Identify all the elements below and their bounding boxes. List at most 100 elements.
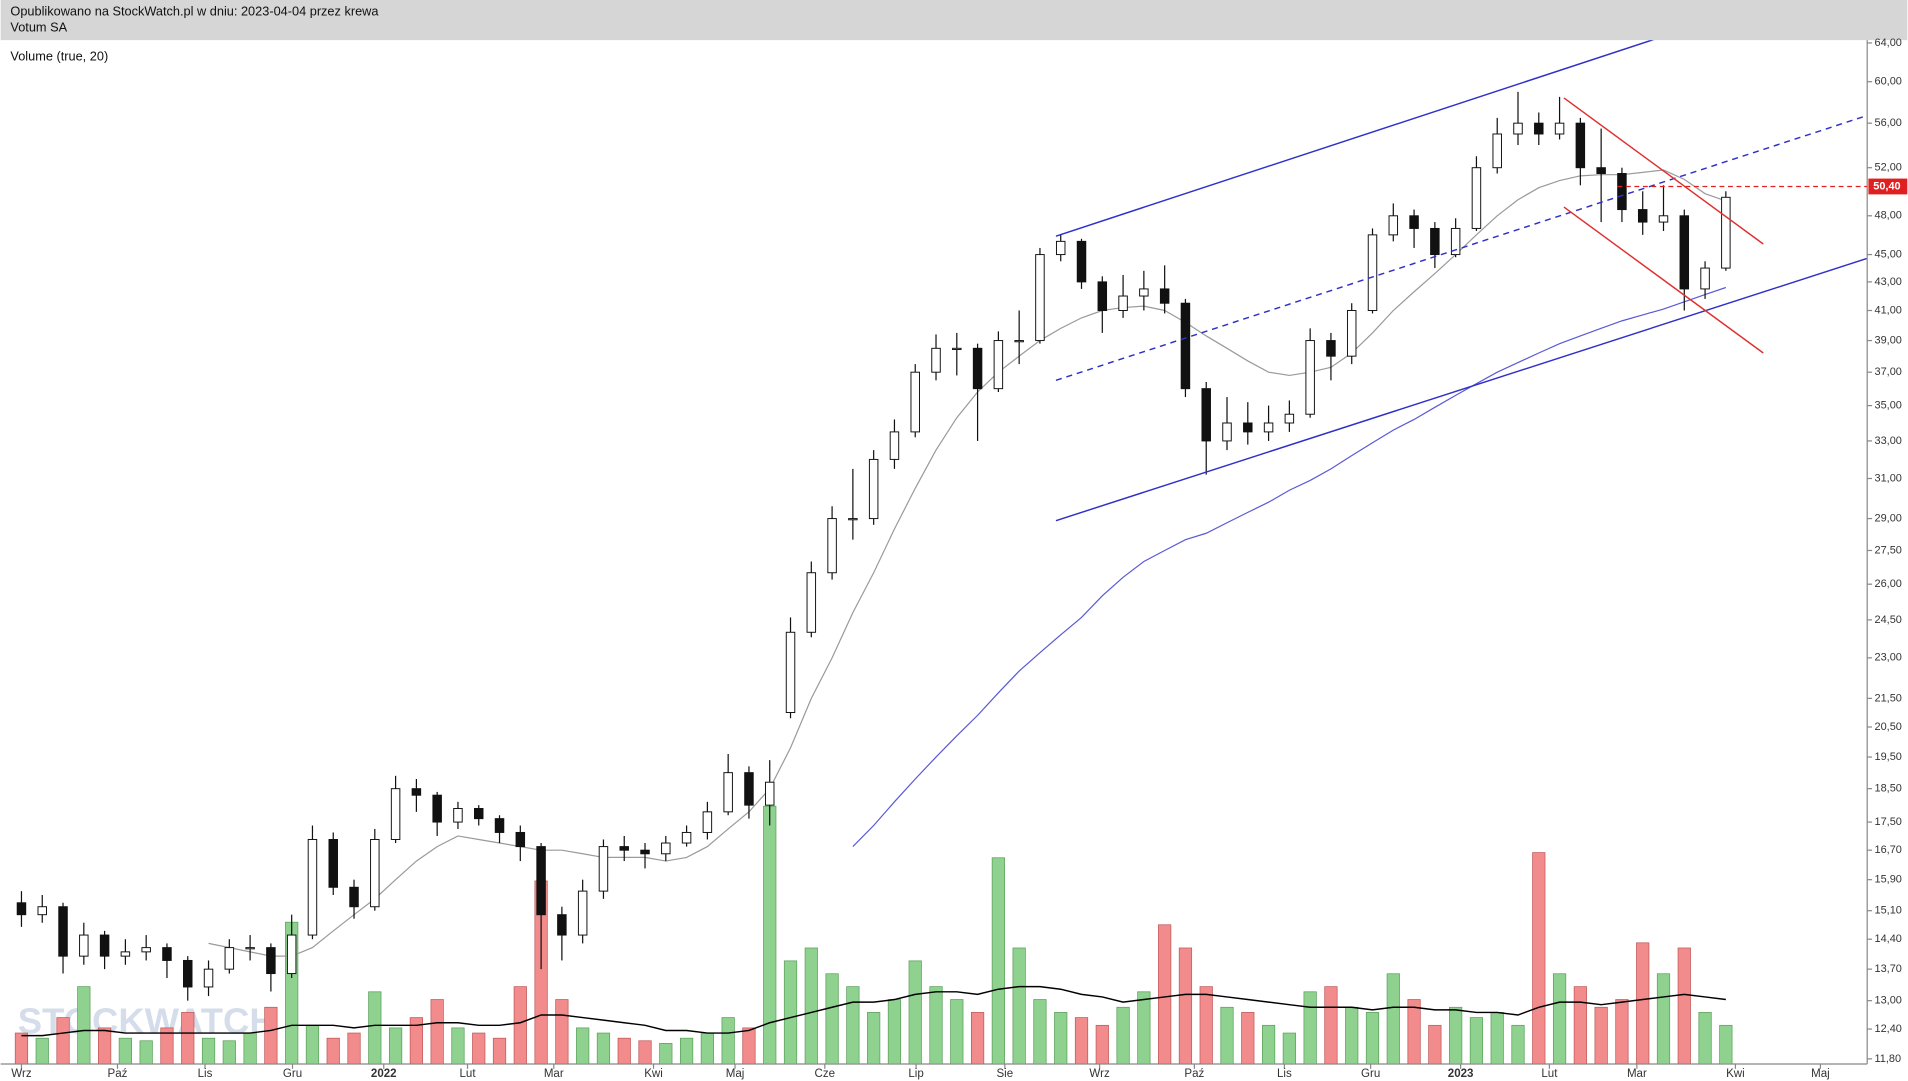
volume-bar xyxy=(388,1027,403,1064)
candle-body xyxy=(1346,310,1357,357)
x-tick-label: Lip xyxy=(908,1068,923,1080)
candle-body xyxy=(868,458,879,520)
candle-body xyxy=(1367,234,1378,311)
candle-body xyxy=(1305,340,1315,415)
y-tick-label: 41,00 xyxy=(1874,304,1901,316)
volume-bar xyxy=(970,1012,985,1064)
volume-bar xyxy=(1054,1012,1068,1064)
candle-body xyxy=(1284,413,1295,424)
volume-bar xyxy=(1428,1024,1442,1064)
y-tick-label: 24,50 xyxy=(1874,614,1901,626)
volume-bar xyxy=(56,1017,70,1064)
candle-body xyxy=(1575,122,1586,169)
candle-body xyxy=(99,934,110,957)
x-tick-label: Maj xyxy=(1811,1068,1830,1080)
y-tick-label: 14,40 xyxy=(1874,933,1901,945)
volume-bar xyxy=(1324,986,1338,1064)
volume-bar xyxy=(991,857,1005,1064)
y-tick-label: 35,00 xyxy=(1874,399,1901,411)
candle-body xyxy=(203,968,214,988)
trendline xyxy=(1055,257,1867,522)
candle-body xyxy=(370,838,380,908)
y-tick-label: 17,50 xyxy=(1874,816,1901,828)
volume-bar xyxy=(492,1037,507,1064)
candle-body xyxy=(1430,227,1440,256)
x-tick-label: Wrz xyxy=(1089,1068,1110,1080)
y-tick-label: 21,50 xyxy=(1874,692,1901,704)
y-tick-label: 18,50 xyxy=(1874,783,1901,795)
y-tick-label: 52,00 xyxy=(1874,162,1901,174)
volume-bar xyxy=(1719,1024,1733,1064)
candle-body xyxy=(328,838,338,888)
volume-bar xyxy=(409,1017,423,1064)
volume-bar xyxy=(908,960,922,1064)
candle-body xyxy=(931,347,941,373)
candle-body xyxy=(1076,240,1087,283)
candle-body xyxy=(307,838,318,936)
volume-bar xyxy=(929,986,943,1064)
x-tick-label: Gru xyxy=(1361,1068,1380,1080)
trendline xyxy=(1563,206,1764,354)
moving-average-line xyxy=(852,286,1727,848)
candle-body xyxy=(723,772,733,813)
candle-body xyxy=(1637,209,1648,223)
candle-body xyxy=(577,890,588,936)
candle-body xyxy=(910,371,920,433)
volume-bar xyxy=(1449,1006,1463,1064)
volume-bar xyxy=(451,1027,465,1064)
volume-bar xyxy=(1573,986,1587,1064)
x-tick-label: Gru xyxy=(283,1068,302,1080)
candle-body xyxy=(1617,173,1627,211)
x-tick-label: Mar xyxy=(1627,1068,1647,1080)
candle-body xyxy=(681,831,692,844)
candle-body xyxy=(183,959,193,988)
x-tick-label: Maj xyxy=(726,1068,745,1080)
x-tick-label: Lis xyxy=(1277,1068,1292,1080)
candle-body xyxy=(58,906,68,957)
volume-bar xyxy=(326,1037,340,1064)
volume-bar xyxy=(1636,942,1650,1064)
volume-ma-line xyxy=(21,985,1726,1037)
y-tick-label: 31,00 xyxy=(1874,472,1901,484)
volume-bar xyxy=(222,1040,236,1064)
candle-body xyxy=(1658,215,1669,223)
candle-body xyxy=(785,631,796,713)
volume-bar xyxy=(576,1027,590,1064)
volume-bar xyxy=(201,1037,216,1064)
candle-body xyxy=(1222,422,1232,442)
volume-bar xyxy=(1677,947,1691,1064)
candle-body xyxy=(473,807,484,820)
candle-body xyxy=(1596,167,1606,174)
volume-bar xyxy=(1158,924,1172,1064)
volume-bar xyxy=(98,1027,112,1064)
candle-body xyxy=(1159,288,1170,304)
candle-body xyxy=(536,846,546,916)
y-tick-label: 13,00 xyxy=(1874,995,1901,1007)
candle-body xyxy=(1014,340,1024,343)
y-tick-label: 11,80 xyxy=(1874,1053,1901,1065)
volume-bar xyxy=(1199,986,1213,1064)
volume-bar xyxy=(742,1027,756,1064)
volume-bar xyxy=(1116,1006,1130,1064)
volume-bar xyxy=(1074,1017,1089,1064)
instrument-name: Votum SA xyxy=(10,19,67,34)
x-tick-label: 2023 xyxy=(1448,1068,1474,1080)
y-tick-label: 23,00 xyxy=(1874,652,1901,664)
x-tick-label: Cze xyxy=(815,1068,836,1080)
volume-bar xyxy=(1698,1012,1712,1064)
volume-bar xyxy=(887,999,902,1064)
volume-bar xyxy=(763,805,777,1064)
candle-body xyxy=(390,788,401,840)
candle-body xyxy=(661,842,671,855)
y-tick-label: 26,00 xyxy=(1874,578,1901,590)
candle-body xyxy=(1243,422,1253,433)
volume-bar xyxy=(1261,1024,1276,1064)
candle-body xyxy=(1471,167,1482,229)
candle-body xyxy=(598,846,609,892)
x-tick-label: Paź xyxy=(108,1068,128,1080)
candle-body xyxy=(349,886,359,908)
candle-body xyxy=(37,906,47,916)
y-tick-label: 16,70 xyxy=(1874,844,1901,856)
x-tick-label: Lis xyxy=(198,1068,213,1080)
y-tick-label: 39,00 xyxy=(1874,334,1901,346)
